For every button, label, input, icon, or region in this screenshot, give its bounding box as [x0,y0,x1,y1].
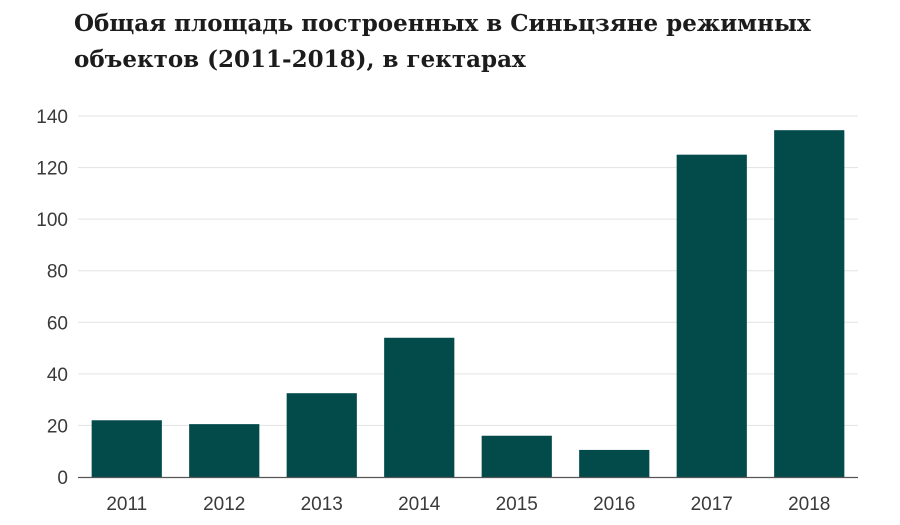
x-tick-label: 2016 [593,494,635,515]
y-tick-label: 0 [57,468,68,489]
bars [91,130,845,478]
y-tick-label: 40 [47,365,68,386]
y-tick-label: 80 [47,262,68,283]
y-tick-label: 20 [47,416,68,437]
x-tick-label: 2012 [203,494,245,515]
chart-title: Общая площадь построенных в Синьцзяне ре… [74,10,811,73]
bar-2017 [676,154,747,477]
y-tick-label: 140 [36,107,68,128]
y-axis-tick-labels: 0 20 40 60 80 100 120 140 [36,107,68,489]
y-tick-label: 60 [47,313,68,334]
y-tick-label: 100 [36,210,68,231]
x-tick-label: 2015 [496,494,538,515]
bar-2016 [579,449,650,477]
bar-2012 [189,424,260,477]
y-tick-label: 120 [36,159,68,180]
x-axis-tick-labels: 2011 2012 2013 2014 2015 2016 2017 2018 [106,494,830,515]
x-tick-label: 2013 [301,494,343,515]
x-tick-label: 2014 [398,494,441,515]
bar-2014 [384,337,455,477]
x-tick-label: 2017 [691,494,733,515]
x-tick-label: 2011 [106,494,147,515]
bar-2011 [91,420,162,477]
x-tick-label: 2018 [788,494,830,515]
bar-2013 [286,393,357,477]
bar-2018 [774,130,845,478]
bar-2015 [481,435,552,477]
